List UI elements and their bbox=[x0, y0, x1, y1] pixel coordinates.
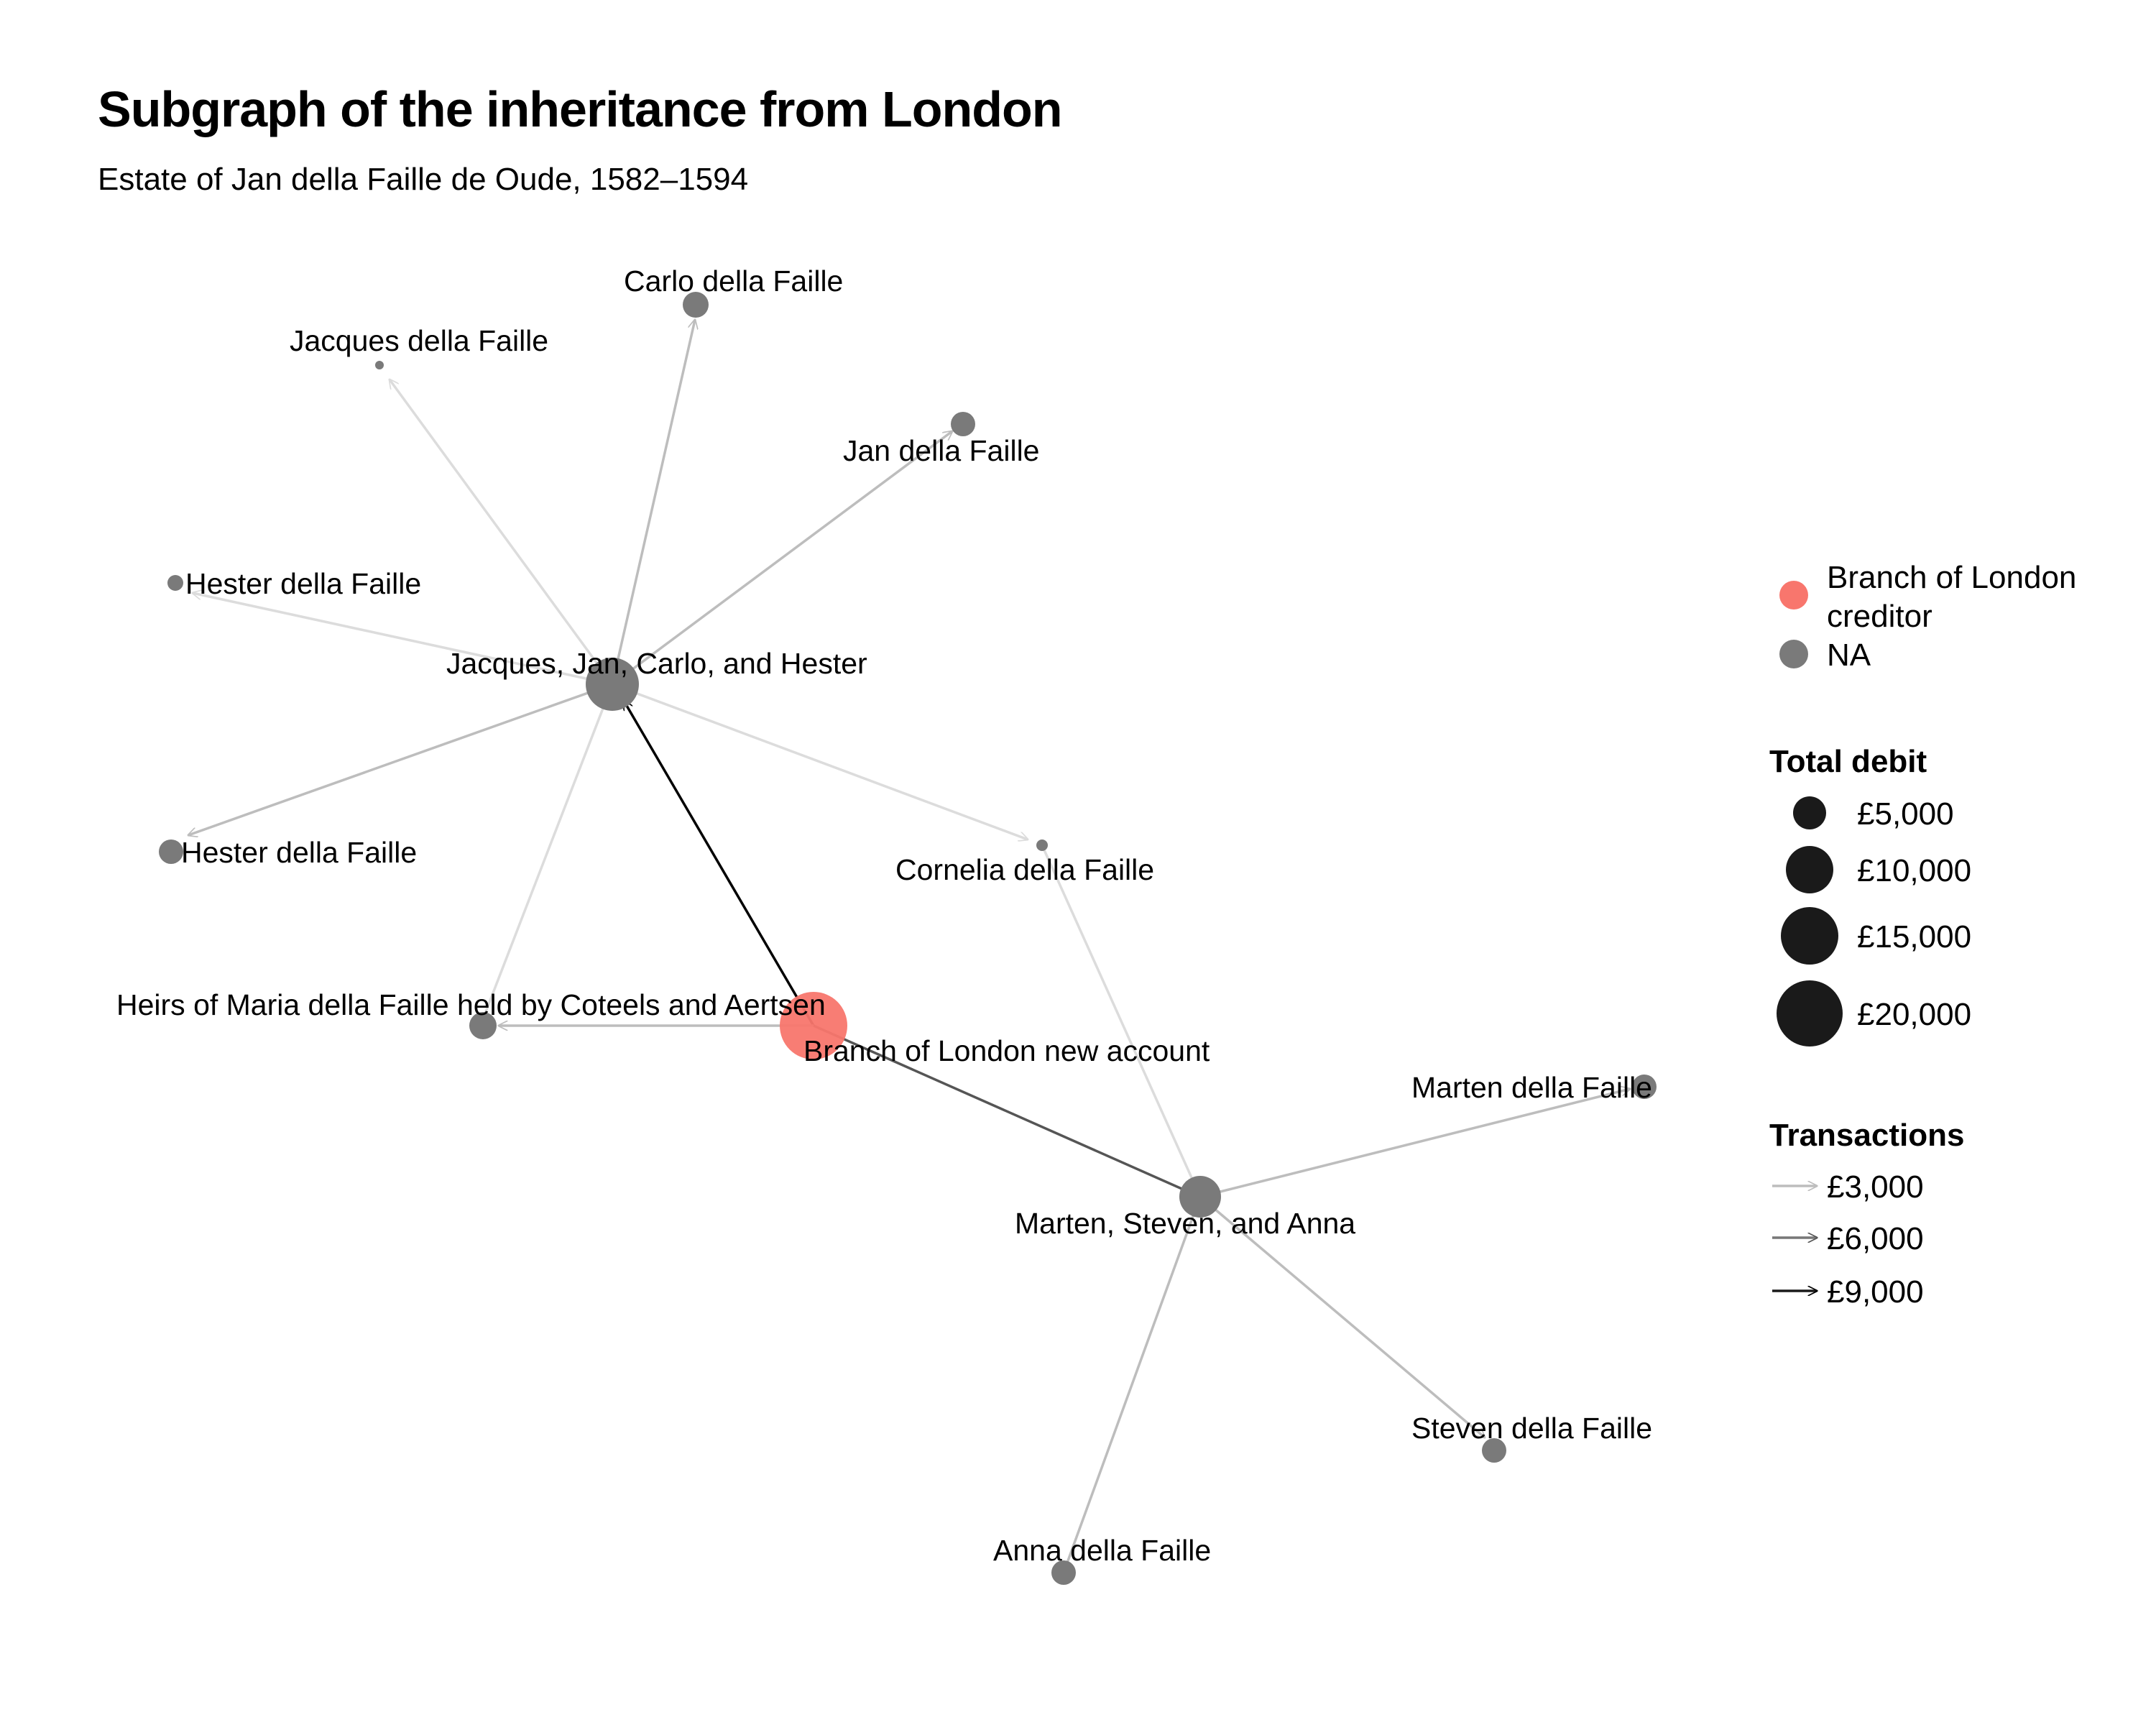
legend-size-swatch-4 bbox=[1777, 980, 1843, 1046]
edge-jjch-carlo bbox=[611, 320, 695, 685]
legend-size-swatch-2 bbox=[1786, 846, 1833, 893]
edge-jjch-hester2 bbox=[188, 683, 613, 835]
edges bbox=[188, 320, 1630, 1573]
legend-edge-label-1: £3,000 bbox=[1827, 1169, 1924, 1205]
label-cornelia: Cornelia della Faille bbox=[895, 853, 1154, 886]
edge-msa-anna bbox=[1062, 1196, 1202, 1573]
legend-size-label-1: £5,000 bbox=[1857, 796, 1954, 832]
legend-size-title: Total debit bbox=[1769, 744, 1927, 779]
node-msa[interactable] bbox=[1179, 1176, 1221, 1218]
nodes bbox=[159, 292, 1657, 1585]
label-msa: Marten, Steven, and Anna bbox=[1015, 1207, 1355, 1240]
label-jan: Jan della Faille bbox=[843, 434, 1040, 467]
edge-jjch-hester1 bbox=[193, 593, 613, 686]
legend-size-swatch-3 bbox=[1781, 907, 1838, 965]
node-jan[interactable] bbox=[951, 412, 975, 436]
node-jacques[interactable] bbox=[375, 361, 384, 369]
edge-jjch-jacques bbox=[390, 380, 614, 686]
label-hester1: Hester della Faille bbox=[185, 567, 421, 600]
legend-size-label-3: £15,000 bbox=[1857, 919, 1971, 954]
node-carlo[interactable] bbox=[683, 292, 709, 318]
label-jjch: Jacques, Jan, Carlo, and Hester bbox=[446, 647, 867, 680]
label-carlo: Carlo della Faille bbox=[624, 264, 843, 298]
chart-subtitle: Estate of Jan della Faille de Oude, 1582… bbox=[98, 162, 749, 197]
legend-na-swatch bbox=[1779, 640, 1808, 668]
label-jacques: Jacques della Faille bbox=[290, 324, 548, 357]
edge-jjch-heirs bbox=[484, 684, 614, 1014]
node-steven[interactable] bbox=[1482, 1438, 1506, 1463]
node-jjch[interactable] bbox=[586, 658, 639, 711]
node-cornelia[interactable] bbox=[1036, 840, 1048, 851]
node-hester1[interactable] bbox=[167, 575, 183, 591]
legend-creditor-label-line2: creditor bbox=[1827, 599, 1932, 634]
edge-jjch-cornelia bbox=[612, 683, 1028, 840]
node-london[interactable] bbox=[780, 992, 847, 1059]
legend-edge-title: Transactions bbox=[1769, 1118, 1964, 1153]
edge-cornelia-msa bbox=[1041, 845, 1202, 1197]
legend-creditor-label-line1: Branch of London bbox=[1827, 560, 2076, 595]
label-steven: Steven della Faille bbox=[1411, 1412, 1652, 1445]
legend-size-label-4: £20,000 bbox=[1857, 997, 1971, 1032]
edge-msa-steven bbox=[1199, 1195, 1485, 1438]
legend-size: Total debit £5,000 £10,000 £15,000 £20,0… bbox=[1769, 744, 1971, 1046]
label-heirs: Heirs of Maria della Faille held by Cote… bbox=[116, 988, 826, 1021]
legend-color: Branch of London creditor NA bbox=[1779, 560, 2076, 673]
legend: Branch of London creditor NA Total debit… bbox=[1769, 560, 2076, 1310]
label-hester2: Hester della Faille bbox=[181, 836, 417, 869]
node-heirs[interactable] bbox=[469, 1012, 497, 1039]
edge-msa-marten bbox=[1199, 1089, 1630, 1198]
label-marten: Marten della Faille bbox=[1411, 1071, 1652, 1104]
legend-edge-label-3: £9,000 bbox=[1827, 1274, 1924, 1310]
legend-edges: Transactions £3,000 £6,000 £9,000 bbox=[1769, 1118, 1964, 1310]
legend-size-swatch-1 bbox=[1793, 796, 1826, 829]
legend-size-label-2: £10,000 bbox=[1857, 853, 1971, 888]
node-hester2[interactable] bbox=[159, 840, 183, 864]
legend-na-label: NA bbox=[1827, 638, 1871, 673]
node-labels: Branch of London new account Jacques, Ja… bbox=[116, 264, 1652, 1567]
label-anna: Anna della Faille bbox=[993, 1534, 1211, 1567]
edge-london-jjch bbox=[624, 701, 815, 1026]
node-anna[interactable] bbox=[1051, 1560, 1076, 1585]
edge-jjch-jan bbox=[611, 431, 952, 686]
label-london: Branch of London new account bbox=[803, 1034, 1210, 1067]
chart-title: Subgraph of the inheritance from London bbox=[98, 81, 1063, 137]
legend-edge-label-2: £6,000 bbox=[1827, 1221, 1924, 1256]
node-marten[interactable] bbox=[1632, 1075, 1657, 1099]
edge-london-msa bbox=[813, 1024, 1192, 1193]
legend-creditor-swatch bbox=[1779, 581, 1808, 610]
